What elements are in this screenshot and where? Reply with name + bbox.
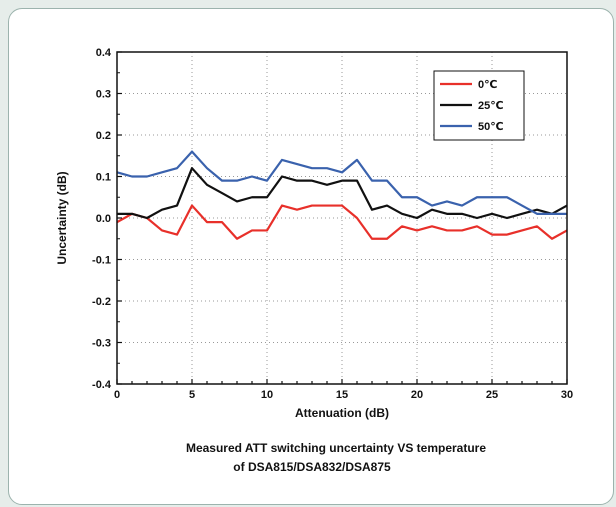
legend: 0℃ 25℃ 50℃: [433, 70, 525, 141]
legend-label: 0℃: [478, 79, 497, 91]
axis-ticks: 0 5 10 15 20 25 30 -0.4 -0.3 -0.2 -0.1 0.0 0.1 0.2 0.3…: [92, 47, 573, 401]
x-tick-label: 10: [261, 389, 273, 401]
y-axis-label: Uncertainty (dB): [55, 171, 69, 264]
x-tick-label: 25: [486, 389, 498, 401]
y-tick-label: 0.3: [96, 89, 111, 101]
y-tick-label: 0.2: [96, 130, 111, 142]
y-tick-label: -0.1: [92, 255, 111, 267]
caption-line-2: of DSA815/DSA832/DSA875: [233, 460, 391, 474]
x-axis-label: Attenuation (dB): [295, 406, 389, 420]
x-tick-label: 30: [561, 389, 573, 401]
y-tick-label: -0.2: [92, 296, 111, 308]
y-tick-label: -0.3: [92, 338, 111, 350]
x-tick-label: 5: [189, 389, 195, 401]
grid-lines: [117, 52, 567, 384]
x-tick-label: 0: [114, 389, 120, 401]
series-line-2: [117, 167, 568, 220]
legend-label: 50℃: [478, 121, 504, 133]
series-lines: [116, 150, 568, 240]
series-line-1: [116, 204, 568, 240]
y-tick-label: 0.0: [96, 213, 111, 225]
series-line-3: [116, 150, 567, 215]
y-tick-label: 0.1: [96, 172, 111, 184]
caption-line-1: Measured ATT switching uncertainty VS te…: [186, 441, 486, 455]
legend-label: 25℃: [478, 100, 504, 112]
y-tick-label: -0.4: [92, 379, 112, 391]
x-tick-label: 15: [336, 389, 348, 401]
x-tick-label: 20: [411, 389, 423, 401]
y-tick-label: 0.4: [96, 47, 112, 59]
